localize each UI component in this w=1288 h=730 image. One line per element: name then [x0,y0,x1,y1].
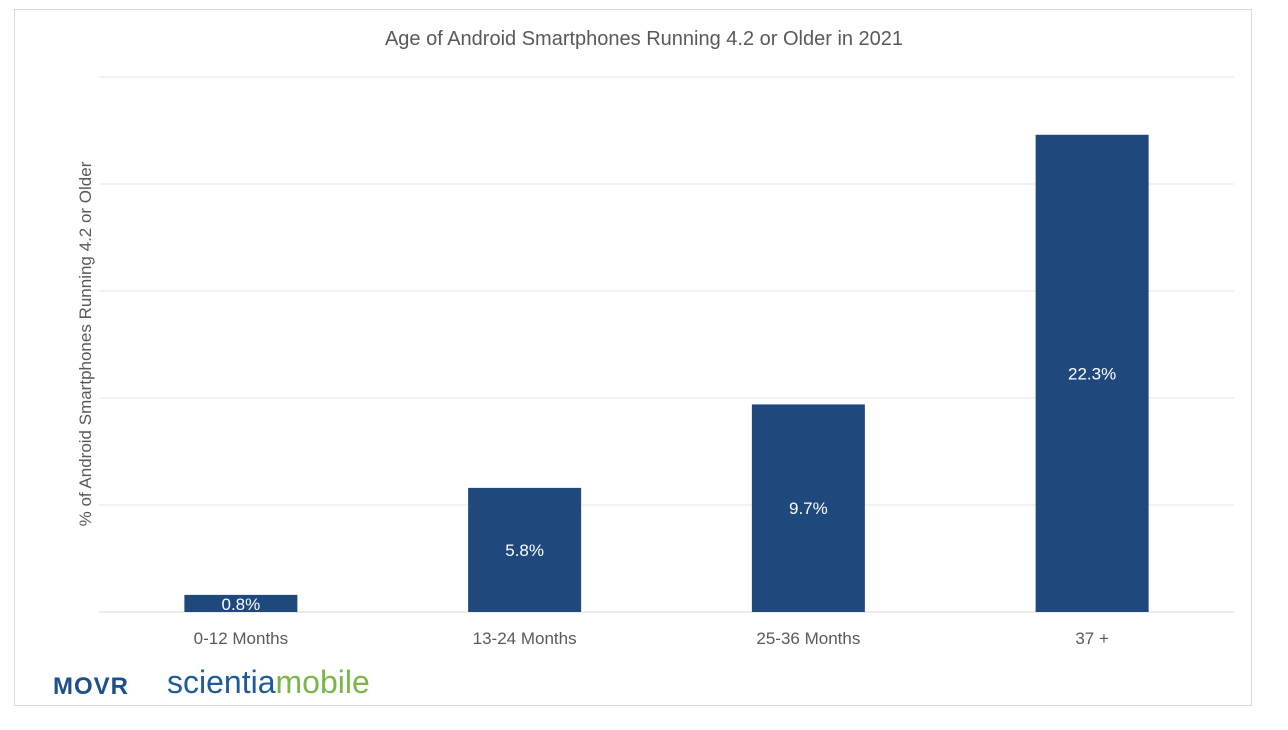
movr-logo: MOVR [53,673,129,700]
chart-frame [14,9,1252,706]
bar [751,404,865,612]
chart-title: Age of Android Smartphones Running 4.2 o… [384,28,904,50]
data-label: 22.3% [1068,364,1116,383]
logo-part: scientia [167,664,276,700]
data-label: 5.8% [505,541,544,560]
bar [1035,134,1149,612]
x-tick-label: 0-12 Months [194,629,289,648]
x-tick-label: 25-36 Months [756,629,860,648]
logo-part: mobile [275,664,370,700]
data-label: 9.7% [789,499,828,518]
data-label: 0.8% [222,595,261,614]
bar [468,487,582,612]
x-tick-label: 37 + [1075,629,1109,648]
scientiamobile-logo: scientiamobile [167,664,370,701]
x-tick-label: 13-24 Months [473,629,577,648]
bar [184,594,298,612]
